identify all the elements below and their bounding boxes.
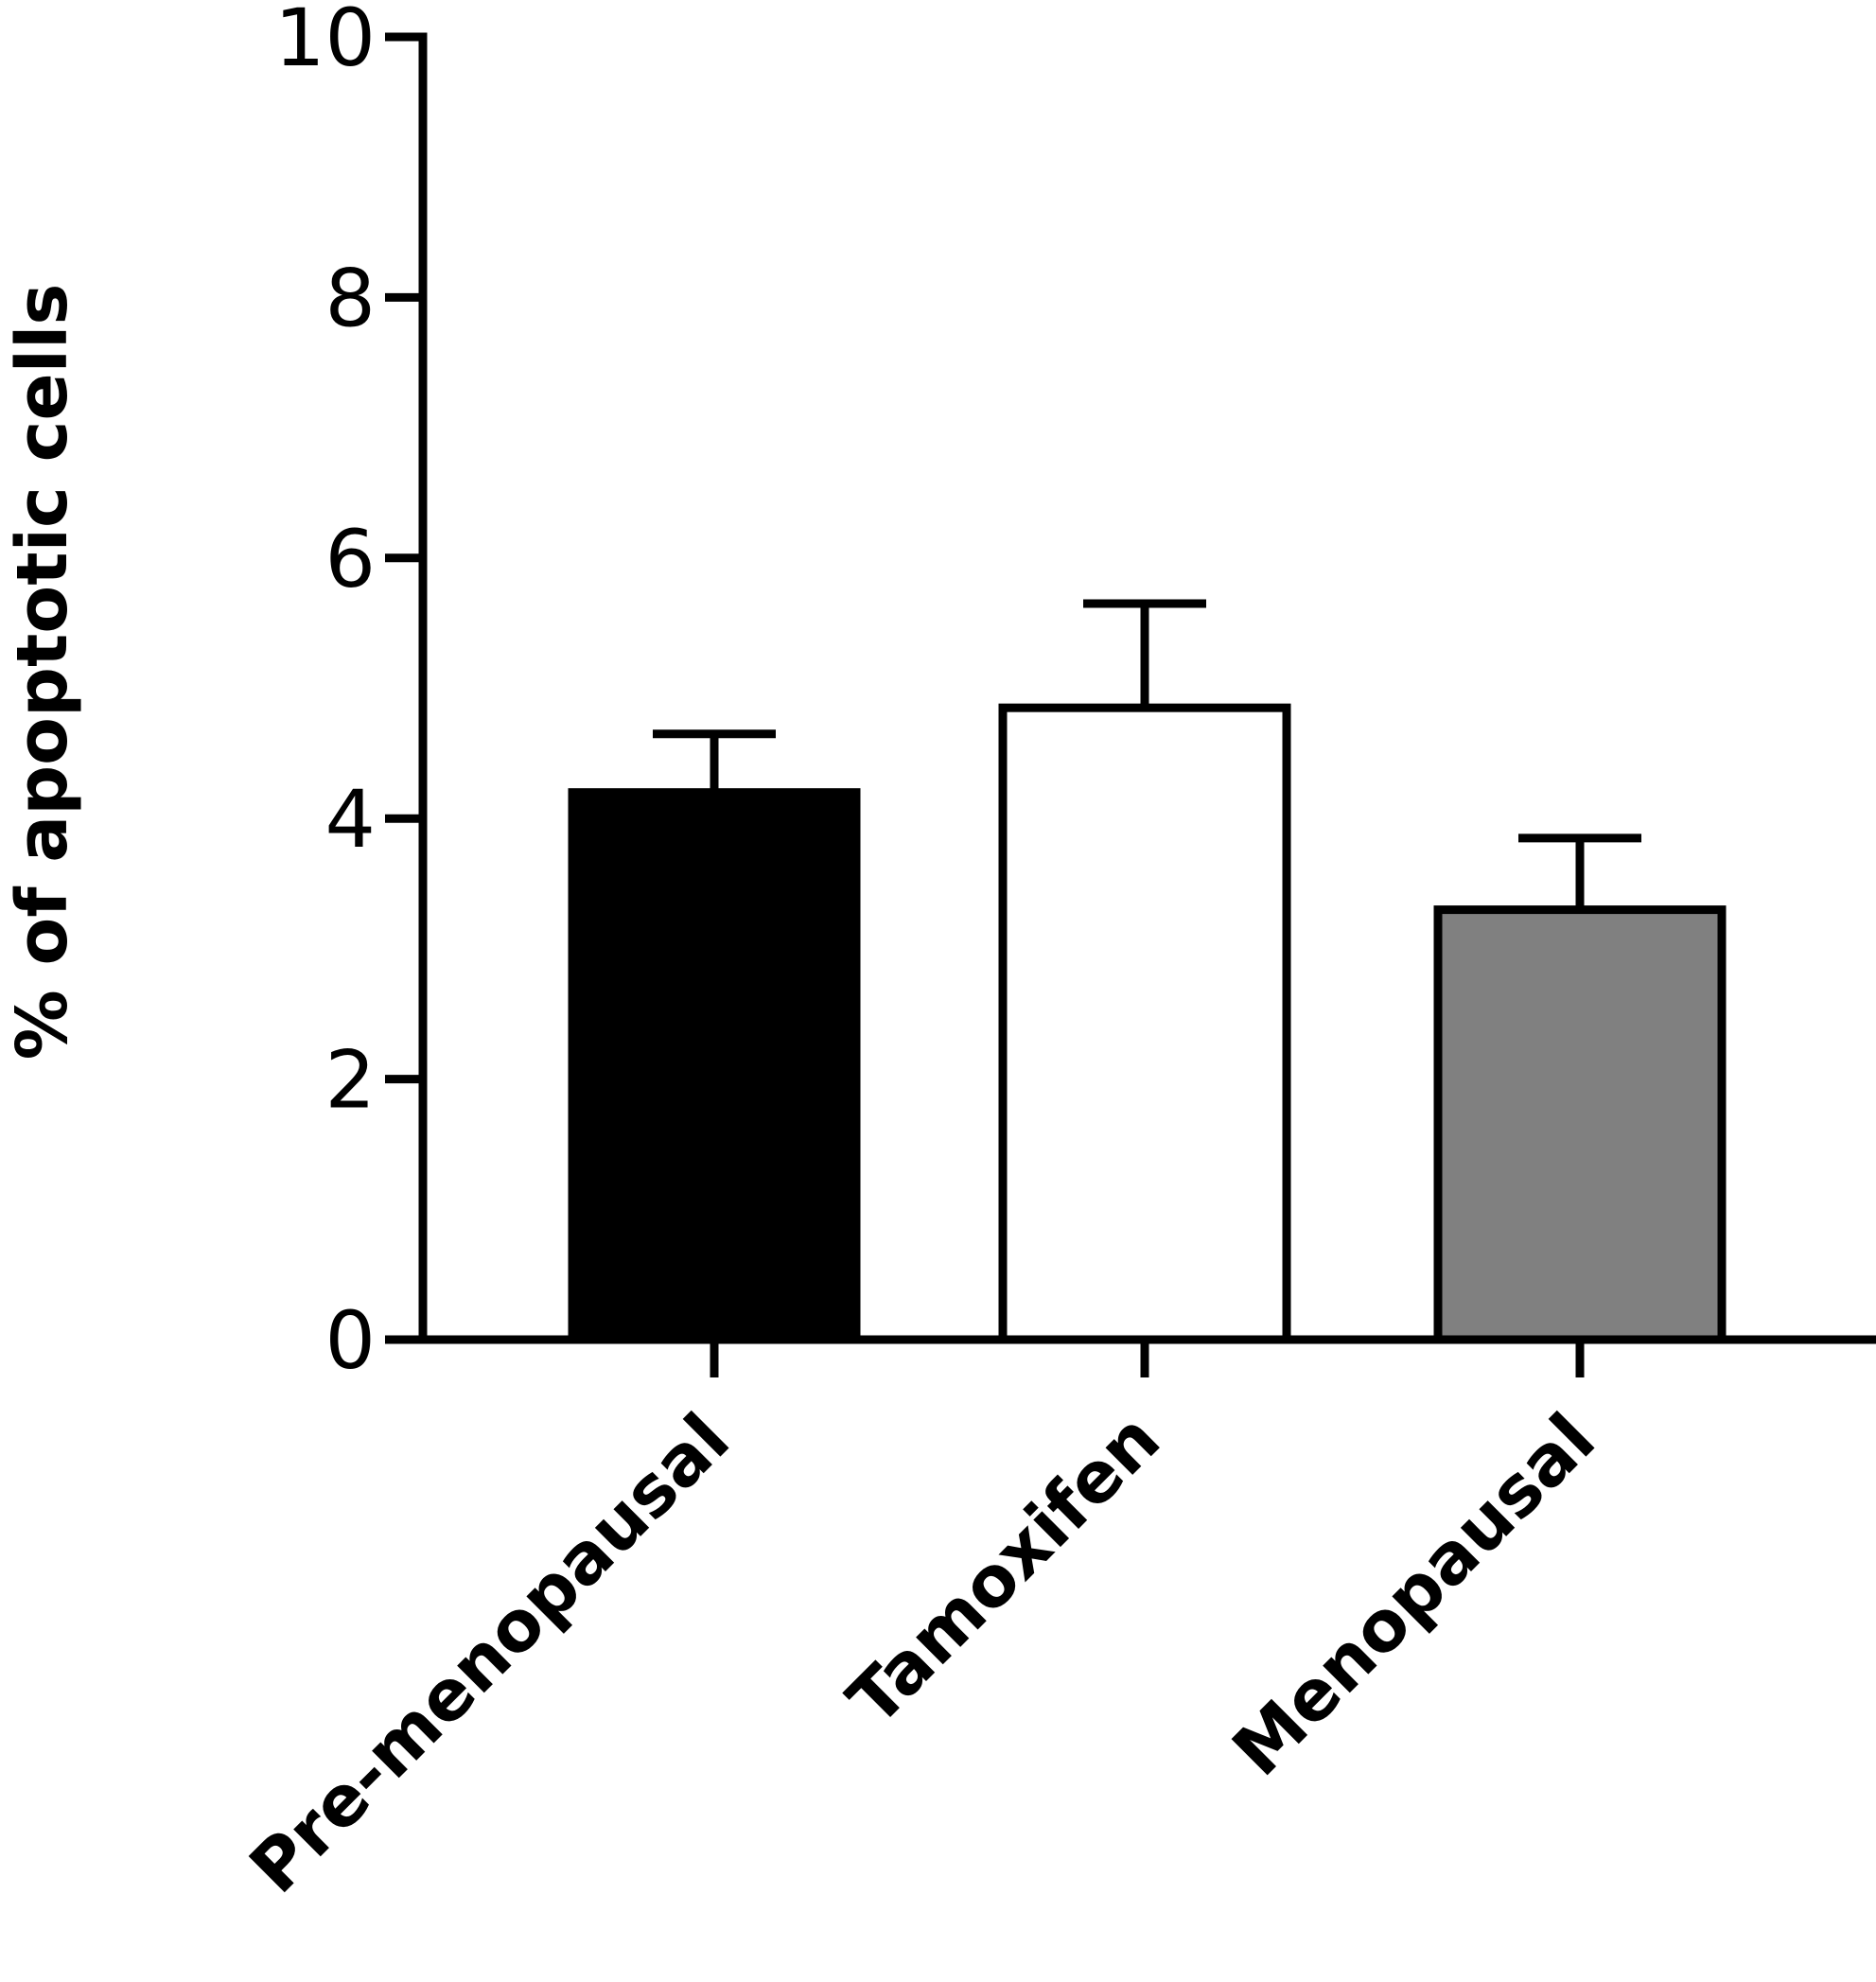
x-ticks-layer: Pre-menopausal Tamoxifen Menopausal [235,1340,1611,1909]
y-tick-label: 6 [325,513,376,605]
y-tick-label: 8 [325,252,376,344]
y-tick-label: 4 [325,773,376,866]
x-tick-label: Pre-menopausal [235,1398,745,1909]
y-ticks-layer: 0 2 4 6 8 10 [274,0,423,1387]
bar-pre-menopausal [568,788,861,1344]
y-tick-label: 10 [274,0,376,84]
bar-tamoxifen [998,703,1291,1344]
x-tick-label: Tamoxifen [833,1398,1176,1742]
y-tick-label: 0 [325,1294,376,1387]
bar-menopausal [1433,905,1727,1344]
y-tick-label: 2 [325,1034,376,1127]
axes-layer [385,32,1876,1344]
bars-layer [568,703,1727,1344]
error-bars-layer [653,599,1641,910]
x-tick-label: Menopausal [1218,1398,1611,1792]
y-axis-title: % of apoptotic cells [2,284,83,1061]
